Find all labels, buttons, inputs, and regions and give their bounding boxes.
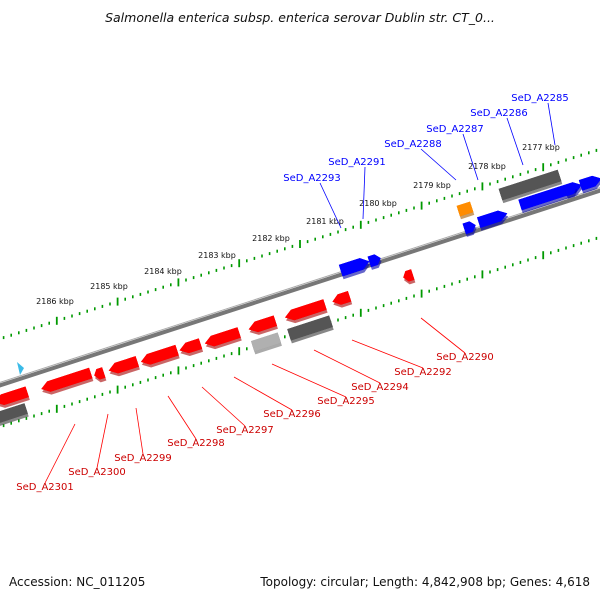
gene-label-forward: SeD_A2287	[426, 124, 484, 135]
reverse-gene	[403, 269, 416, 285]
gene-label-forward: SeD_A2293	[283, 173, 341, 184]
gene-label-reverse: SeD_A2296	[263, 409, 321, 420]
reverse-gene	[41, 367, 94, 395]
reverse-gene	[248, 315, 278, 335]
scale-label: 2182 kbp	[252, 234, 290, 243]
pseudo-gene	[250, 332, 282, 355]
scale-label: 2179 kbp	[413, 181, 451, 190]
label-leader	[44, 423, 76, 484]
scale-label: 2180 kbp	[359, 199, 397, 208]
gene-label-forward: SeD_A2285	[511, 93, 569, 104]
label-leader	[462, 133, 479, 181]
forward-gene	[367, 254, 382, 270]
gene-label-reverse: SeD_A2298	[167, 438, 225, 449]
reverse-gene	[332, 290, 353, 308]
accession-text: Accession: NC_011205	[9, 575, 146, 589]
gene-label-reverse: SeD_A2295	[317, 396, 375, 407]
scale-label: 2183 kbp	[198, 251, 236, 260]
label-leader	[271, 363, 347, 398]
gene-label-reverse: SeD_A2301	[16, 482, 74, 493]
scale-label: 2184 kbp	[144, 267, 182, 276]
label-leader	[420, 148, 457, 181]
rna-gene	[456, 201, 475, 220]
gene-label-reverse: SeD_A2292	[394, 367, 452, 378]
scale-labels: 2177 kbp 2178 kbp 2179 kbp 2180 kbp 2181 kbp…	[36, 143, 560, 306]
gene-label-reverse: SeD_A2294	[351, 382, 409, 393]
label-leader	[362, 166, 366, 220]
label-leaders	[44, 102, 556, 484]
reverse-gene	[285, 299, 328, 324]
label-leader	[319, 182, 342, 229]
label-leader	[351, 339, 424, 369]
label-leader	[506, 117, 524, 166]
label-leader	[135, 407, 144, 455]
reverse-gene	[0, 386, 30, 408]
label-leader	[547, 102, 556, 146]
pseudo-gene	[498, 169, 563, 204]
forward-gene	[578, 175, 600, 194]
reverse-gene	[179, 338, 204, 357]
reverse-gene	[204, 327, 242, 350]
forward-gene	[462, 221, 477, 237]
reverse-gene	[108, 356, 140, 377]
reverse-gene	[94, 367, 107, 383]
pseudo-gene	[0, 403, 29, 428]
gene-label-forward: SeD_A2288	[384, 139, 442, 150]
label-leader	[233, 376, 293, 411]
map-title: Salmonella enterica subsp. enterica sero…	[105, 10, 495, 25]
gene-label-reverse: SeD_A2290	[436, 352, 494, 363]
feature-marker	[17, 362, 24, 375]
gene-label-reverse: SeD_A2299	[114, 453, 172, 464]
gene-label-reverse: SeD_A2300	[68, 467, 126, 478]
genome-summary: Topology: circular; Length: 4,842,908 bp…	[260, 575, 590, 589]
label-leader	[96, 413, 109, 469]
gene-track	[0, 169, 600, 428]
scale-label: 2185 kbp	[90, 282, 128, 291]
scale-label: 2178 kbp	[468, 162, 506, 171]
gene-label-forward: SeD_A2291	[328, 157, 386, 168]
label-leader	[201, 386, 246, 427]
pseudo-gene	[287, 315, 334, 344]
scale-label: 2186 kbp	[36, 297, 74, 306]
forward-gene	[563, 183, 578, 199]
forward-gene	[477, 210, 509, 231]
label-leader	[167, 395, 197, 440]
gene-label-reverse: SeD_A2297	[216, 425, 274, 436]
gene-label-forward: SeD_A2286	[470, 108, 528, 119]
reverse-gene	[140, 344, 180, 368]
label-leader	[420, 317, 466, 354]
scale-label: 2177 kbp	[522, 143, 560, 152]
scale-label: 2181 kbp	[306, 217, 344, 226]
gene-labels: SeD_A2285 SeD_A2286 SeD_A2287 SeD_A2288 SeD_…	[16, 93, 569, 493]
label-leader	[313, 349, 381, 384]
forward-gene	[338, 258, 371, 280]
